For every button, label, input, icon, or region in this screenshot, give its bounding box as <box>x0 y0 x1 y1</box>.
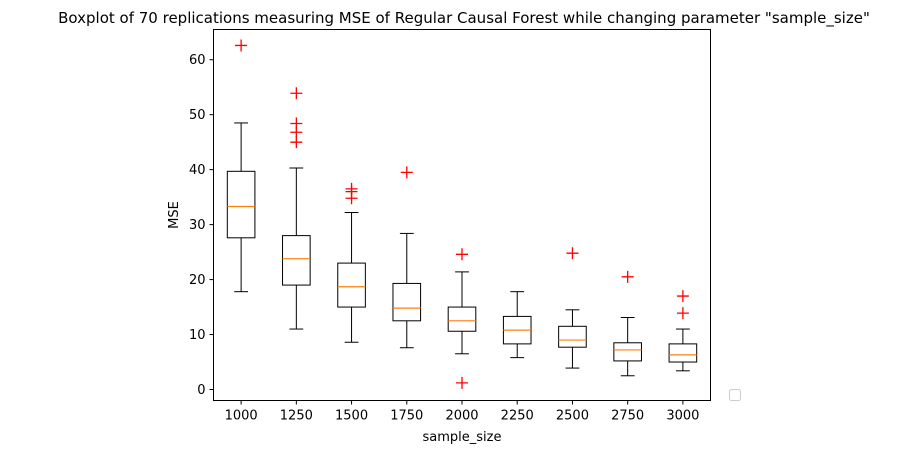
x-tick-label: 2750 <box>611 409 644 424</box>
y-tick-label: 40 <box>189 163 206 178</box>
y-tick-label: 0 <box>197 383 205 398</box>
box-iqr <box>447 306 477 332</box>
x-tick-label: 2500 <box>556 409 589 424</box>
empty-legend <box>729 389 741 401</box>
outlier-marker <box>290 136 303 149</box>
box-iqr <box>337 262 366 308</box>
outlier-marker <box>676 307 689 320</box>
x-tick-label: 1250 <box>280 409 313 424</box>
x-tick-label: 1000 <box>225 409 258 424</box>
box-iqr <box>558 325 587 348</box>
outlier-marker <box>676 290 689 303</box>
outlier-marker <box>235 39 248 52</box>
x-tick-label: 1500 <box>335 409 368 424</box>
box-group <box>337 182 366 343</box>
outlier-marker <box>290 87 303 100</box>
outlier-marker <box>566 247 579 260</box>
outlier-marker <box>456 248 468 261</box>
outlier-marker <box>621 270 634 283</box>
y-tick-label: 60 <box>189 53 206 68</box>
box-iqr <box>613 342 642 362</box>
outlier-marker <box>456 376 468 389</box>
box-group <box>502 291 532 359</box>
x-tick-label: 2250 <box>501 409 534 424</box>
outlier-marker <box>345 192 358 205</box>
plot-area <box>226 39 698 389</box>
x-tick-label: 1750 <box>390 409 423 424</box>
box-iqr <box>668 343 698 363</box>
box-group <box>668 290 698 372</box>
y-tick-label: 50 <box>189 108 206 123</box>
box-group <box>226 39 256 293</box>
box-group <box>558 247 587 369</box>
x-tick-label: 3000 <box>666 409 699 424</box>
chart-title: Boxplot of 70 replications measuring MSE… <box>58 9 870 28</box>
box-group <box>282 87 311 330</box>
box-group <box>613 270 642 377</box>
y-tick-label: 30 <box>189 218 206 233</box>
y-axis-label: MSE <box>167 201 182 229</box>
y-tick-label: 10 <box>189 328 206 343</box>
box-iqr <box>392 282 422 322</box>
box-group <box>447 248 477 389</box>
box-iqr <box>226 170 256 239</box>
x-tick-label: 2000 <box>445 409 478 424</box>
box-group <box>392 166 422 349</box>
x-axis-label: sample_size <box>423 430 502 445</box>
y-axis: 0 10 20 30 40 50 60 <box>189 53 214 398</box>
outlier-marker <box>400 166 413 179</box>
box-iqr <box>282 235 311 286</box>
y-tick-label: 20 <box>189 273 206 288</box>
x-axis: 1000 1250 1500 1750 2000 2250 2500 2750 3000 <box>225 400 699 424</box>
